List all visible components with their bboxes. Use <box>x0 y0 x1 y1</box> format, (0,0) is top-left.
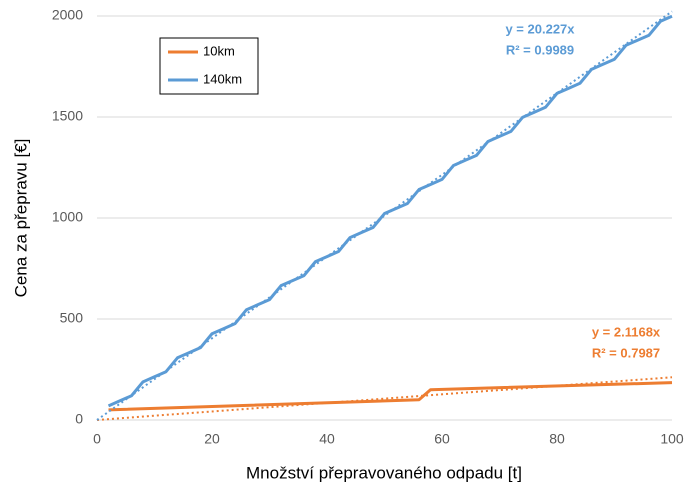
x-tick-label: 0 <box>93 431 101 447</box>
x-tick-label: 80 <box>549 431 565 447</box>
y-axis-title: Cena za přepravu [€] <box>11 139 30 298</box>
y-tick-label: 1500 <box>52 108 83 124</box>
trendline-r2: R² = 0.7987 <box>592 345 660 360</box>
trendline-equation: y = 20.227x <box>505 21 575 36</box>
legend-label: 10km <box>203 43 235 58</box>
x-tick-label: 40 <box>319 431 335 447</box>
trendline-equation: y = 2.1168x <box>592 324 661 339</box>
x-tick-label: 100 <box>660 431 684 447</box>
x-tick-label: 60 <box>434 431 450 447</box>
y-tick-label: 2000 <box>52 7 83 23</box>
y-tick-label: 500 <box>60 310 84 326</box>
series-line <box>107 14 673 408</box>
y-tick-label: 0 <box>75 411 83 427</box>
legend-box <box>159 37 259 95</box>
series-line <box>108 381 673 412</box>
legend-label: 140km <box>203 71 242 86</box>
x-axis-title: Množství přepravovaného odpadu [t] <box>246 463 522 482</box>
x-tick-label: 20 <box>204 431 220 447</box>
trendline-r2: R² = 0.9989 <box>506 42 574 57</box>
y-tick-label: 1000 <box>52 209 83 225</box>
